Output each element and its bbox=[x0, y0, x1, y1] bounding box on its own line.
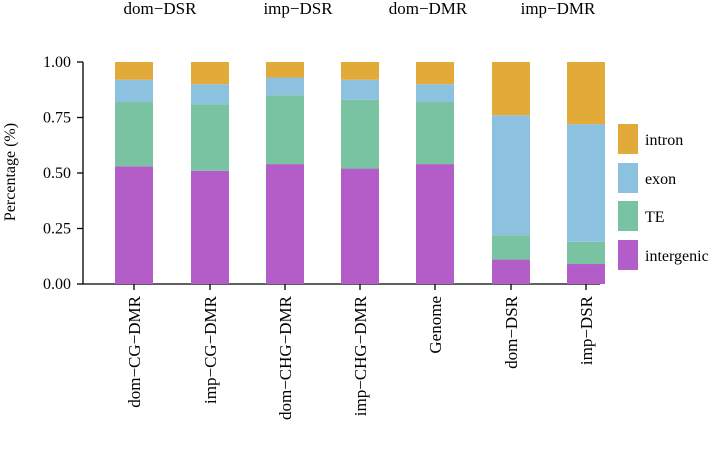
bar-segment-intron bbox=[341, 62, 379, 80]
legend-swatch-intron bbox=[618, 124, 638, 154]
bar-segment-te bbox=[266, 95, 304, 165]
bar-segment-exon bbox=[492, 115, 530, 236]
bar-segment-intron bbox=[416, 62, 454, 85]
bar-segment-exon bbox=[191, 84, 229, 105]
bar-segment-intergenic bbox=[416, 164, 454, 284]
bar-segment-te bbox=[191, 104, 229, 171]
bar-segment-intron bbox=[492, 62, 530, 116]
bar-segment-exon bbox=[567, 124, 605, 242]
bar-segment-intron bbox=[191, 62, 229, 85]
legend-label-intergenic: intergenic bbox=[645, 248, 709, 265]
bar-segment-exon bbox=[416, 84, 454, 102]
y-tick-label: 1.00 bbox=[43, 54, 71, 71]
x-tick-label: imp−DSR bbox=[577, 295, 596, 365]
bar-segment-te bbox=[492, 235, 530, 260]
x-ticks: dom−CG−DMR imp−CG−DMR dom−CHG−DMR imp−CHG−D… bbox=[125, 284, 596, 420]
bar-segment-intron bbox=[266, 62, 304, 78]
bar-segment-intergenic bbox=[341, 168, 379, 284]
top-label-imp-dmr: imp−DMR bbox=[521, 0, 596, 18]
legend-label-te: TE bbox=[645, 209, 665, 226]
legend-swatch-intergenic bbox=[618, 240, 638, 270]
top-labels: dom−DSR imp−DSR dom−DMR imp−DMR bbox=[124, 0, 596, 18]
bar-segment-intergenic bbox=[191, 170, 229, 284]
bar-segment-exon bbox=[115, 79, 153, 102]
x-tick-label: imp−CHG−DMR bbox=[351, 295, 370, 416]
legend-label-intron: intron bbox=[645, 132, 683, 149]
bar-segment-te bbox=[416, 101, 454, 165]
x-tick-label: dom−CG−DMR bbox=[125, 295, 144, 407]
bar-segment-intron bbox=[115, 62, 153, 80]
bars bbox=[115, 62, 605, 284]
bar-segment-intergenic bbox=[266, 164, 304, 284]
bar-segment-exon bbox=[266, 77, 304, 96]
bar-segment-intergenic bbox=[115, 166, 153, 284]
y-ticks: 0.00 0.25 0.50 0.75 1.00 bbox=[43, 54, 83, 293]
bar-segment-te bbox=[115, 101, 153, 167]
bar-segment-intergenic bbox=[492, 259, 530, 284]
x-tick-label: imp−CG−DMR bbox=[201, 295, 220, 404]
bar-segment-intron bbox=[567, 62, 605, 125]
legend-label-exon: exon bbox=[645, 171, 676, 188]
x-tick-label: dom−CHG−DMR bbox=[276, 295, 295, 420]
top-label-dom-dsr: dom−DSR bbox=[124, 0, 198, 18]
bar-segment-exon bbox=[341, 79, 379, 100]
legend-swatch-exon bbox=[618, 163, 638, 193]
top-label-dom-dmr: dom−DMR bbox=[389, 0, 468, 18]
x-tick-label: Genome bbox=[426, 296, 445, 354]
legend: intron exon TE intergenic bbox=[618, 124, 709, 270]
y-tick-label: 0.75 bbox=[43, 110, 71, 127]
bar-segment-te bbox=[341, 99, 379, 169]
y-tick-label: 0.50 bbox=[43, 165, 71, 182]
y-tick-label: 0.25 bbox=[43, 221, 71, 238]
bar-segment-intergenic bbox=[567, 264, 605, 284]
legend-swatch-te bbox=[618, 201, 638, 231]
bar-segment-te bbox=[567, 241, 605, 265]
top-label-imp-dsr: imp−DSR bbox=[263, 0, 333, 18]
x-tick-label: dom−DSR bbox=[502, 295, 521, 369]
y-tick-label: 0.00 bbox=[43, 276, 71, 293]
y-axis-title: Percentage (%) bbox=[2, 123, 19, 221]
